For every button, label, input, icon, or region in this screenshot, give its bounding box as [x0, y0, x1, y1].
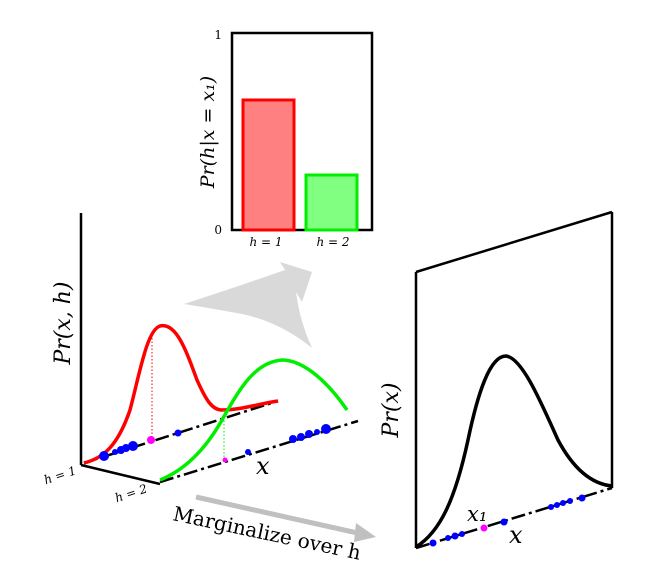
sample-point	[445, 535, 451, 541]
query-label: x₁	[467, 502, 487, 526]
sample-point	[578, 494, 586, 502]
x-axis-h2	[159, 419, 359, 484]
marginal-curve	[415, 354, 613, 549]
y-tick-bottom: 0	[214, 223, 222, 237]
marginalize-arrow: Marginalize over h	[171, 494, 376, 565]
marginal-top-edge	[415, 210, 613, 274]
sample-point	[174, 429, 182, 437]
sample-point	[305, 430, 313, 438]
sample-point	[567, 498, 573, 504]
marginal-plot: x₁ x Pr(x)	[379, 210, 614, 550]
bar-chart-ylabel: Pr(h|x = x₁)	[197, 76, 219, 189]
sample-point	[459, 531, 465, 537]
joint-xlabel: x	[256, 452, 270, 480]
joint-ylabel: Pr(x, h)	[51, 281, 76, 365]
sample-point	[99, 451, 109, 461]
joint-h-axis	[80, 463, 161, 486]
bar-h2	[304, 173, 359, 232]
sample-point	[314, 429, 320, 435]
marginal-query-point	[480, 524, 488, 532]
arrow-head-icon	[354, 523, 376, 542]
sample-point	[548, 504, 554, 510]
marginal-samples	[429, 494, 586, 547]
sample-point	[245, 449, 251, 455]
bar-chart-frame	[230, 31, 374, 232]
sample-point	[451, 532, 459, 540]
sample-point	[321, 424, 331, 434]
sample-point	[560, 500, 566, 506]
bar-label-h2: h = 2	[316, 235, 349, 249]
joint-plot: x Pr(x, h) h = 1 h = 2	[42, 213, 359, 506]
sample-point	[289, 435, 297, 443]
sample-point	[429, 539, 437, 547]
bar-h1	[241, 98, 296, 232]
sample-point	[297, 433, 305, 441]
joint-curve-h1	[83, 324, 279, 465]
marginal-ylabel: Pr(x)	[379, 383, 404, 439]
sample-point	[500, 518, 508, 526]
marginalize-arrow-shaft	[195, 494, 363, 537]
samples-h1	[99, 429, 182, 461]
marginal-xlabel: x	[509, 521, 523, 549]
sample-point	[112, 449, 118, 455]
axis-label-h2: h = 2	[113, 482, 149, 506]
bar-label-h1: h = 1	[249, 235, 282, 249]
joint-curve-h2	[159, 358, 349, 482]
sample-point	[554, 502, 560, 508]
query-point-h1	[147, 436, 155, 444]
sample-point	[128, 441, 138, 451]
posterior-arrow-icon	[184, 262, 312, 348]
axis-label-h1: h = 1	[42, 464, 78, 488]
query-point-h2	[222, 457, 228, 463]
samples-h2	[245, 424, 331, 455]
y-tick-top: 1	[214, 28, 222, 42]
bar-chart: 1 0 h = 1 h = 2 Pr(h|x = x₁)	[197, 28, 374, 249]
